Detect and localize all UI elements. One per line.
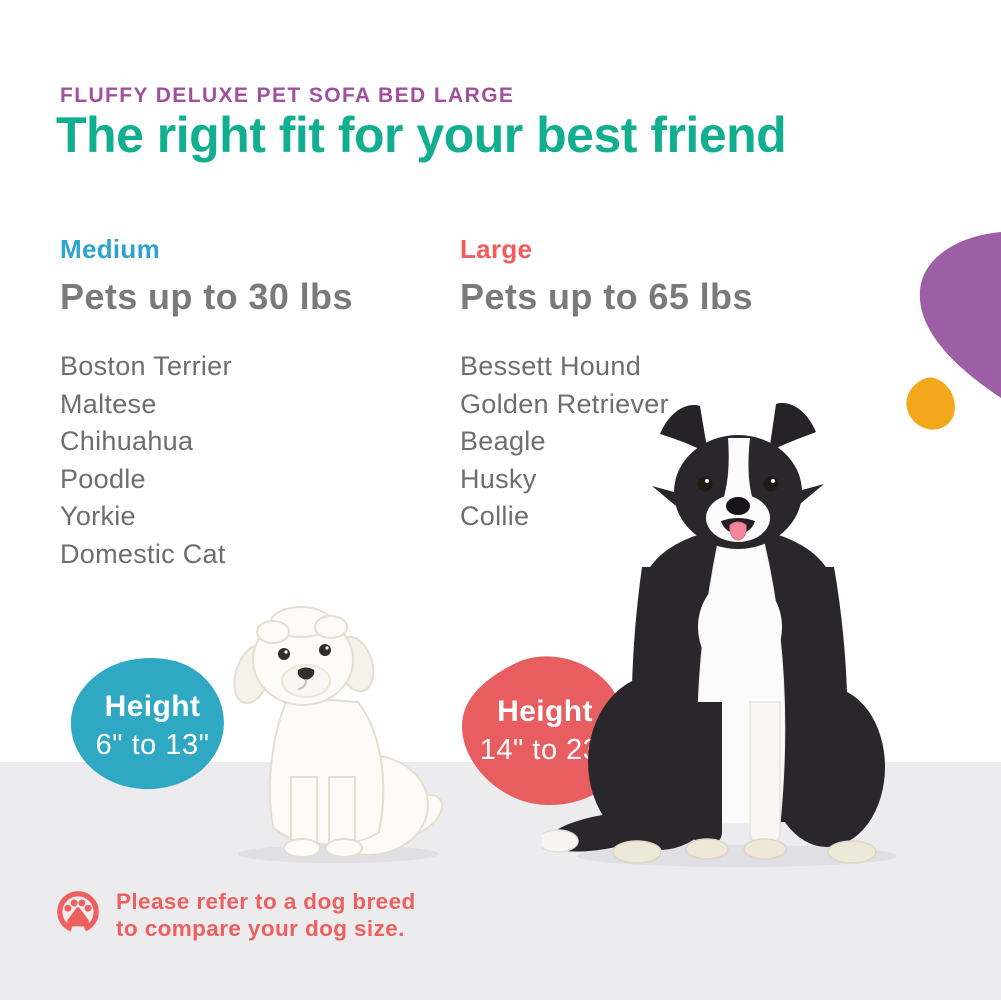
breed-item: Beagle bbox=[460, 426, 546, 456]
large-size-column: Large Pets up to 65 lbs Bessett Hound Go… bbox=[460, 234, 840, 536]
medium-size-label: Medium bbox=[60, 234, 161, 264]
footer-note-text: Please refer to a dog breed to compare y… bbox=[116, 888, 416, 942]
yellow-blob-decoration bbox=[906, 377, 955, 430]
medium-breed-list: Boston Terrier Maltese Chihuahua Poodle … bbox=[60, 348, 440, 573]
breed-item: Bessett Hound bbox=[460, 351, 642, 381]
breed-item: Chihuahua bbox=[60, 426, 194, 456]
footer-note: Please refer to a dog breed to compare y… bbox=[55, 888, 416, 942]
large-height-badge: Height 14" to 23" bbox=[452, 652, 638, 810]
breed-item: Collie bbox=[460, 501, 530, 531]
medium-height-badge: Height 6" to 13" bbox=[65, 655, 240, 797]
height-label: Height bbox=[104, 690, 201, 723]
footer-note-line2: to compare your dog size. bbox=[116, 915, 405, 941]
small-dog-photo bbox=[233, 606, 443, 863]
coral-blob bbox=[462, 656, 629, 806]
footer-note-line1: Please refer to a dog breed bbox=[116, 889, 416, 914]
large-breed-list: Bessett Hound Golden Retriever Beagle Hu… bbox=[460, 348, 840, 536]
large-size-label: Large bbox=[460, 234, 533, 264]
breed-item: Husky bbox=[460, 463, 537, 494]
medium-size-column: Medium Pets up to 30 lbs Boston Terrier … bbox=[60, 234, 440, 573]
teal-blob bbox=[70, 657, 224, 790]
page-title: The right fit for your best friend bbox=[56, 107, 787, 163]
breed-item: Golden Retriever bbox=[460, 388, 669, 419]
large-weight-title: Pets up to 65 lbs bbox=[460, 276, 753, 317]
height-range: 6" to 13" bbox=[95, 729, 210, 761]
breed-item: Boston Terrier bbox=[60, 351, 232, 381]
height-label: Height bbox=[497, 695, 593, 728]
large-dog-photo bbox=[542, 403, 897, 867]
paw-in-circle-icon bbox=[57, 891, 99, 933]
breed-item: Yorkie bbox=[60, 501, 136, 531]
medium-weight-title: Pets up to 30 lbs bbox=[60, 276, 353, 317]
breed-item: Poodle bbox=[60, 463, 146, 494]
product-name: FLUFFY DELUXE PET SOFA BED LARGE bbox=[60, 84, 515, 107]
breed-item: Maltese bbox=[60, 388, 157, 419]
medium-height-text: Height 6" to 13" bbox=[65, 655, 240, 797]
purple-blob-decoration bbox=[919, 232, 1001, 398]
breed-item: Domestic Cat bbox=[60, 538, 226, 569]
